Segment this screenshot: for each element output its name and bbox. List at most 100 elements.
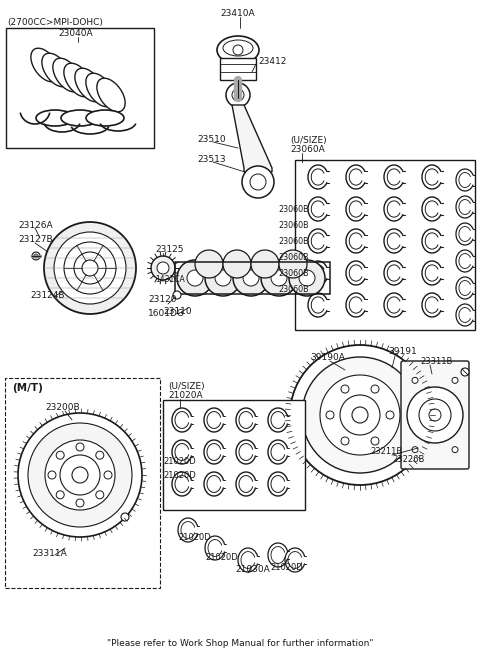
Text: 23412: 23412 [258, 58, 287, 67]
Circle shape [233, 260, 269, 296]
Circle shape [299, 270, 315, 286]
Circle shape [177, 260, 213, 296]
Ellipse shape [75, 68, 103, 102]
Bar [5, 378, 160, 588]
Text: 21020D: 21020D [270, 563, 303, 572]
Circle shape [371, 437, 379, 445]
Text: 23311B: 23311B [420, 358, 452, 367]
Circle shape [226, 83, 250, 107]
Circle shape [233, 45, 243, 55]
Circle shape [279, 250, 307, 278]
Circle shape [250, 174, 266, 190]
Text: 23110: 23110 [163, 307, 192, 316]
Circle shape [74, 252, 106, 284]
Text: 23513: 23513 [197, 155, 226, 164]
Text: 21030A: 21030A [235, 565, 270, 574]
Ellipse shape [42, 53, 70, 87]
Circle shape [215, 270, 231, 286]
Circle shape [45, 440, 115, 510]
Circle shape [461, 368, 469, 376]
Ellipse shape [36, 110, 74, 126]
Circle shape [34, 254, 38, 258]
Ellipse shape [217, 36, 259, 64]
Text: 23060B: 23060B [278, 206, 309, 214]
Text: 39191: 39191 [388, 348, 417, 356]
Text: 23126A: 23126A [18, 221, 53, 229]
Text: 21020D: 21020D [163, 457, 196, 466]
Ellipse shape [223, 40, 253, 56]
Circle shape [341, 385, 349, 393]
Text: (2700CC>MPI-DOHC): (2700CC>MPI-DOHC) [7, 18, 103, 26]
Circle shape [121, 513, 129, 521]
Circle shape [243, 270, 259, 286]
Text: 23060B: 23060B [278, 238, 309, 246]
Circle shape [187, 270, 203, 286]
Text: 23060A: 23060A [290, 145, 325, 155]
Circle shape [412, 447, 418, 453]
Circle shape [96, 451, 104, 459]
Text: 23124B: 23124B [30, 291, 64, 299]
Circle shape [386, 411, 394, 419]
Circle shape [341, 437, 349, 445]
Circle shape [48, 471, 56, 479]
Ellipse shape [31, 48, 59, 82]
Circle shape [104, 471, 112, 479]
Circle shape [54, 232, 126, 304]
Text: 23060B: 23060B [278, 221, 309, 229]
Text: 23125: 23125 [155, 246, 183, 255]
Text: "Please refer to Work Shop Manual for further information": "Please refer to Work Shop Manual for fu… [107, 639, 373, 648]
Ellipse shape [53, 58, 81, 92]
Circle shape [290, 345, 430, 485]
Ellipse shape [64, 63, 92, 97]
Circle shape [76, 499, 84, 507]
Circle shape [320, 375, 400, 455]
Bar [220, 58, 256, 80]
Text: 23200B: 23200B [45, 403, 80, 413]
Circle shape [28, 423, 132, 527]
Circle shape [232, 89, 244, 101]
Circle shape [76, 443, 84, 451]
Circle shape [452, 447, 458, 453]
Circle shape [82, 260, 98, 276]
Circle shape [96, 491, 104, 499]
Circle shape [44, 222, 136, 314]
Text: 1431CA: 1431CA [155, 276, 185, 284]
Circle shape [64, 242, 116, 294]
Text: 23060B: 23060B [278, 269, 309, 278]
Circle shape [261, 260, 297, 296]
Circle shape [271, 270, 287, 286]
Circle shape [452, 377, 458, 383]
Circle shape [251, 250, 279, 278]
Circle shape [157, 262, 169, 274]
Text: 23226B: 23226B [392, 455, 424, 464]
Text: 23510: 23510 [197, 136, 226, 145]
Text: 23410A: 23410A [220, 10, 254, 18]
Text: 23060B: 23060B [278, 253, 309, 263]
Text: 23040A: 23040A [58, 29, 93, 39]
Circle shape [340, 395, 380, 435]
Polygon shape [295, 160, 475, 330]
Circle shape [419, 399, 451, 431]
Text: (U/SIZE): (U/SIZE) [290, 136, 326, 145]
Text: 23311A: 23311A [32, 548, 67, 557]
Polygon shape [232, 105, 272, 172]
Circle shape [72, 467, 88, 483]
Ellipse shape [86, 110, 124, 126]
Circle shape [195, 250, 223, 278]
Text: 1601DG: 1601DG [148, 309, 185, 318]
Text: 21020D: 21020D [205, 553, 238, 563]
Circle shape [173, 291, 181, 299]
Circle shape [371, 385, 379, 393]
Circle shape [302, 357, 418, 473]
Circle shape [429, 409, 441, 421]
Circle shape [60, 455, 100, 495]
Circle shape [352, 407, 368, 423]
Circle shape [151, 256, 175, 280]
Circle shape [289, 260, 325, 296]
Circle shape [223, 250, 251, 278]
Text: 23060B: 23060B [278, 286, 309, 295]
FancyBboxPatch shape [401, 361, 469, 469]
Circle shape [326, 411, 334, 419]
Text: 21020A: 21020A [168, 392, 203, 400]
Text: (M/T): (M/T) [12, 383, 43, 393]
